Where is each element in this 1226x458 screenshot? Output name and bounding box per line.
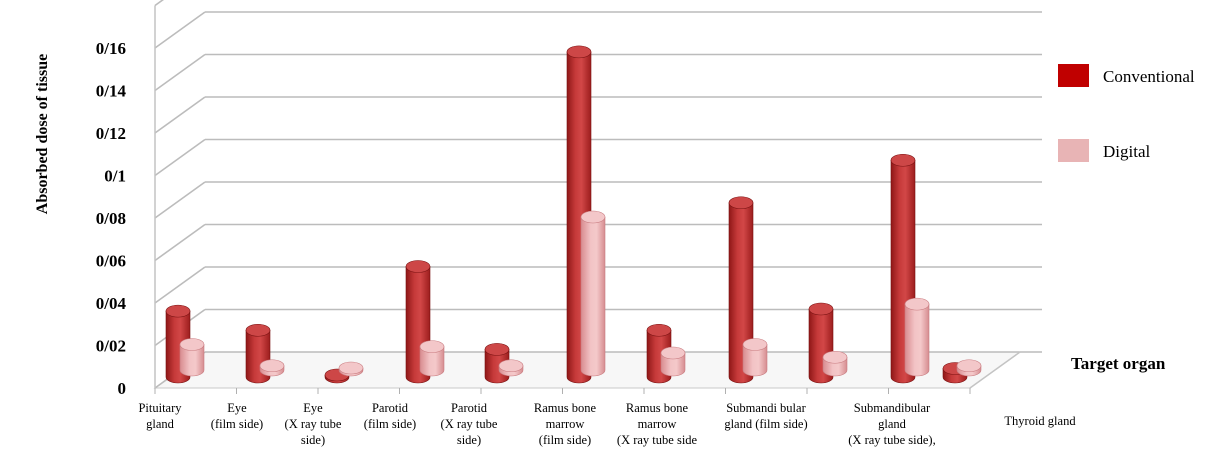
bar-digital	[580, 210, 606, 377]
y-tick-label: 0/12	[96, 124, 126, 143]
bar-body	[660, 352, 686, 377]
x-axis-label: Target organ	[1071, 354, 1166, 373]
bar-digital	[660, 346, 686, 377]
bar-top	[498, 359, 524, 373]
bar-conventional	[324, 368, 350, 384]
bar-top	[956, 359, 982, 373]
floor-edge	[969, 351, 1021, 389]
bar-top	[165, 304, 191, 318]
bar-body	[179, 344, 205, 377]
gridline-side	[154, 53, 206, 92]
gridline-side	[154, 0, 165, 7]
bar-top	[728, 196, 754, 210]
x-tick-label: Ramus bone marrow (film side)	[534, 401, 597, 447]
x-tick-label: Submandibular gland (X ray tube side),	[848, 401, 935, 447]
x-tick-label: Parotid (X ray tube side)	[441, 401, 498, 447]
y-tick-label: 0/08	[96, 209, 126, 228]
bar-top	[808, 302, 834, 316]
bar-body	[904, 303, 930, 377]
y-tick-label: 0/06	[96, 252, 126, 271]
x-tick-label: Eye (film side)	[211, 401, 263, 431]
y-tick-label: 0	[118, 379, 127, 398]
gridline-side	[154, 11, 206, 49]
legend: Conventional Digital	[1058, 64, 1195, 162]
y-tick-label: 0/1	[104, 167, 126, 186]
bar-body	[419, 346, 445, 377]
x-tick-label: Submandi bular gland (film side)	[724, 401, 807, 431]
gridline-side	[154, 223, 206, 262]
bar-digital	[259, 359, 285, 377]
bar-top	[405, 260, 431, 273]
gridline-side	[154, 138, 206, 177]
y-tick-label: 0/14	[96, 82, 127, 101]
bar-top	[245, 323, 271, 337]
bar-body	[728, 202, 754, 384]
x-tick-label: Ramus bone marrow (X ray tube side	[617, 401, 698, 447]
bar-top	[822, 350, 848, 364]
bar-digital	[498, 359, 524, 377]
bar-digital	[179, 338, 205, 377]
y-tick-label: 0/02	[96, 337, 126, 356]
bar-top	[660, 346, 686, 360]
bar-digital	[822, 350, 848, 377]
y-tick-label: 0/16	[96, 39, 126, 58]
x-tick-label: Eye (X ray tube side)	[285, 401, 342, 447]
bar-digital	[419, 340, 445, 377]
legend-swatch-digital	[1058, 139, 1089, 162]
bar-top	[904, 297, 930, 311]
bar-conventional	[484, 343, 510, 384]
bar-digital	[904, 297, 930, 377]
bar-top	[484, 343, 510, 356]
x-tick-label: Pituitary gland	[138, 401, 182, 431]
legend-label-digital: Digital	[1103, 142, 1150, 161]
legend-label-conventional: Conventional	[1103, 67, 1195, 86]
x-tick-label: Thyroid gland	[1004, 414, 1076, 428]
x-tick-label: Parotid (film side)	[364, 401, 416, 431]
legend-swatch-conventional	[1058, 64, 1089, 87]
gridline-side	[154, 266, 206, 304]
bar-top	[179, 338, 205, 351]
bar-top	[742, 338, 768, 351]
y-tick-label: 0/04	[96, 294, 127, 313]
bar-conventional	[728, 196, 754, 384]
bar-body	[580, 216, 606, 377]
labels-layer: 0 0/02 0/04 0/06 0/08 0/1 0/12 0/14 0/16 Pituitar…	[96, 39, 1077, 447]
gridline-side	[154, 96, 206, 134]
y-axis-label: Absorbed dose of tissue	[34, 54, 51, 214]
bar-top	[338, 361, 364, 375]
bar-digital	[338, 361, 364, 377]
bar-body	[742, 344, 768, 377]
bars-layer	[165, 45, 982, 384]
bar-top	[890, 153, 916, 167]
bar-top	[259, 359, 285, 373]
bar-top	[419, 340, 445, 353]
bar-top	[646, 323, 672, 337]
bar-digital	[956, 359, 982, 377]
bar-top	[580, 210, 606, 224]
bar-top	[566, 45, 592, 59]
gridline-side	[154, 181, 206, 219]
bar-digital	[742, 338, 768, 377]
